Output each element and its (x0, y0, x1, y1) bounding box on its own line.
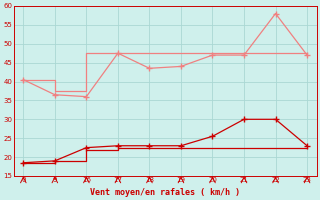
X-axis label: Vent moyen/en rafales ( km/h ): Vent moyen/en rafales ( km/h ) (90, 188, 240, 197)
